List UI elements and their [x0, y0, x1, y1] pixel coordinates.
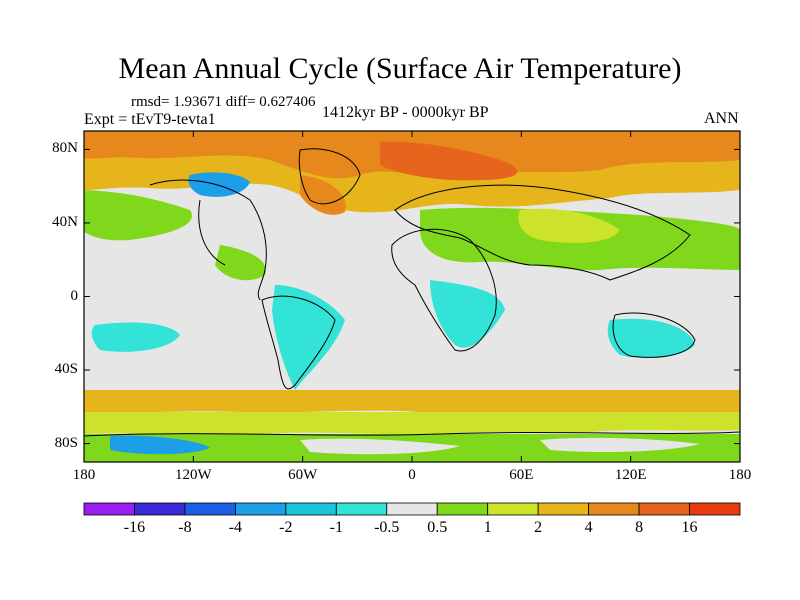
- coastline-eurasia: [394, 184, 691, 281]
- hot-region-greenland: [300, 175, 346, 215]
- longitude-label: 0: [408, 467, 416, 483]
- colorbar-label: 4: [584, 519, 593, 536]
- rmsd-diff-stats: rmsd= 1.93671 diff= 0.627406: [131, 94, 316, 110]
- colorbar-swatch: [386, 502, 438, 516]
- experiment-label: Expt = tEvT9-tevta1: [84, 111, 216, 128]
- neutral-region-east-antarctica: [540, 437, 700, 452]
- longitude-label: 120W: [174, 467, 212, 483]
- latitude-label: 40N: [52, 213, 78, 230]
- colorbar-swatch: [436, 502, 489, 516]
- colorbar-swatch: [537, 502, 590, 516]
- colorbar-label: -16: [123, 519, 146, 536]
- longitude-label: 60W: [288, 467, 318, 483]
- neutral-region-antarctica: [300, 438, 460, 455]
- colorbar-swatch: [83, 502, 135, 516]
- hottest-region-siberia: [380, 141, 518, 181]
- colorbar-label: -0.5: [374, 519, 400, 536]
- latitude-label: 80S: [54, 434, 78, 451]
- coastline-australia: [612, 312, 696, 358]
- colorbar-swatch: [234, 502, 287, 516]
- colorbar-label: 1: [483, 519, 492, 536]
- cool-region-south-pacific: [91, 322, 180, 352]
- colorbar-swatch: [184, 502, 236, 516]
- colorbar-swatch: [285, 502, 337, 516]
- colorbar-label: -2: [279, 519, 293, 536]
- yellow-region-central-asia: [518, 208, 620, 243]
- cool-region-africa: [430, 280, 505, 348]
- colorbar-swatch: [134, 502, 186, 516]
- colorbar: [83, 502, 741, 516]
- warm-band-southern-ocean: [84, 390, 740, 416]
- colorbar-label: 16: [681, 519, 698, 536]
- coastline-antarctica: [84, 431, 740, 437]
- colorbar-label: -4: [228, 519, 243, 536]
- longitude-label: 60E: [509, 467, 534, 483]
- yellow-band-southern-ocean: [84, 412, 740, 435]
- coastline-south-america: [261, 295, 336, 390]
- colorbar-swatch: [335, 502, 388, 516]
- longitude-label: 180: [728, 467, 752, 483]
- period-label: 1412kyr BP - 0000kyr BP: [322, 104, 489, 121]
- latitude-label: 40S: [54, 361, 78, 378]
- green-region-north-pacific: [84, 190, 192, 241]
- colorbar-label: 0.5: [427, 519, 448, 536]
- colorbar-label: 8: [635, 519, 644, 536]
- latitude-label: 80N: [52, 140, 78, 157]
- page-title: Mean Annual Cycle (Surface Air Temperatu…: [118, 52, 682, 85]
- cool-region-australia: [607, 318, 695, 358]
- longitude-label: 120E: [614, 467, 647, 483]
- latitude-label: 0: [70, 287, 79, 304]
- season-label: ANN: [704, 110, 739, 127]
- cool-region-antarctic-coast: [110, 435, 210, 455]
- colorbar-swatch: [638, 502, 690, 516]
- longitude-label: 180: [72, 467, 96, 483]
- coastline-north-america: [149, 179, 267, 301]
- colorbar-swatch: [588, 502, 640, 516]
- green-region-north-america: [215, 245, 266, 281]
- colorbar-swatch: [487, 502, 539, 516]
- colorbar-label: -1: [329, 519, 343, 536]
- cool-region-canada: [188, 172, 250, 197]
- colorbar-label: 2: [534, 519, 543, 536]
- coastline-africa: [391, 228, 497, 352]
- colorbar-swatch: [689, 502, 741, 516]
- colorbar-label: -8: [178, 519, 192, 536]
- coastline-greenland: [298, 148, 361, 205]
